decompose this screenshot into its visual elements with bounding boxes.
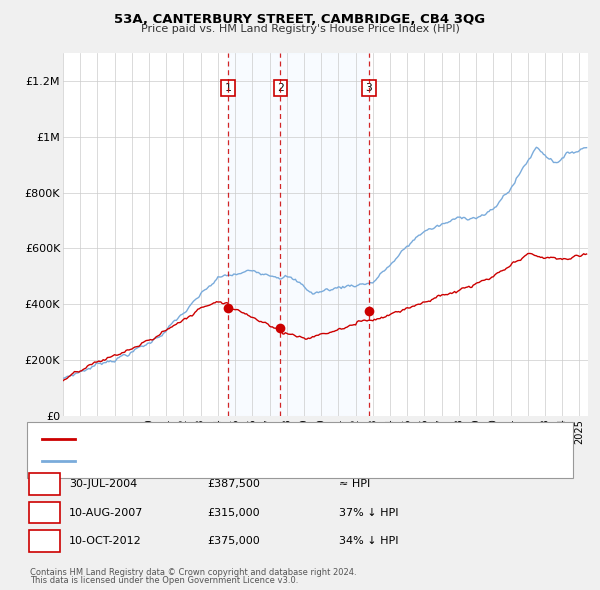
Text: 37% ↓ HPI: 37% ↓ HPI [339, 508, 398, 517]
Text: 34% ↓ HPI: 34% ↓ HPI [339, 536, 398, 546]
Text: ≈ HPI: ≈ HPI [339, 480, 370, 489]
Text: 2: 2 [41, 508, 48, 517]
Text: 10-OCT-2012: 10-OCT-2012 [69, 536, 142, 546]
Text: Price paid vs. HM Land Registry's House Price Index (HPI): Price paid vs. HM Land Registry's House … [140, 24, 460, 34]
Text: 30-JUL-2004: 30-JUL-2004 [69, 480, 137, 489]
Text: 53A, CANTERBURY STREET, CAMBRIDGE, CB4 3QG (detached house): 53A, CANTERBURY STREET, CAMBRIDGE, CB4 3… [81, 434, 439, 444]
Text: £387,500: £387,500 [207, 480, 260, 489]
Text: 2: 2 [277, 83, 284, 93]
Text: HPI: Average price, detached house, Cambridge: HPI: Average price, detached house, Camb… [81, 456, 331, 466]
Text: £375,000: £375,000 [207, 536, 260, 546]
Text: Contains HM Land Registry data © Crown copyright and database right 2024.: Contains HM Land Registry data © Crown c… [30, 568, 356, 577]
Bar [228, 53, 369, 416]
Text: 1: 1 [41, 480, 48, 489]
Text: £315,000: £315,000 [207, 508, 260, 517]
Text: 1: 1 [224, 83, 231, 93]
Text: 10-AUG-2007: 10-AUG-2007 [69, 508, 143, 517]
Text: 53A, CANTERBURY STREET, CAMBRIDGE, CB4 3QG: 53A, CANTERBURY STREET, CAMBRIDGE, CB4 3… [115, 13, 485, 26]
Text: This data is licensed under the Open Government Licence v3.0.: This data is licensed under the Open Gov… [30, 576, 298, 585]
Text: 3: 3 [365, 83, 373, 93]
Text: 3: 3 [41, 536, 48, 546]
